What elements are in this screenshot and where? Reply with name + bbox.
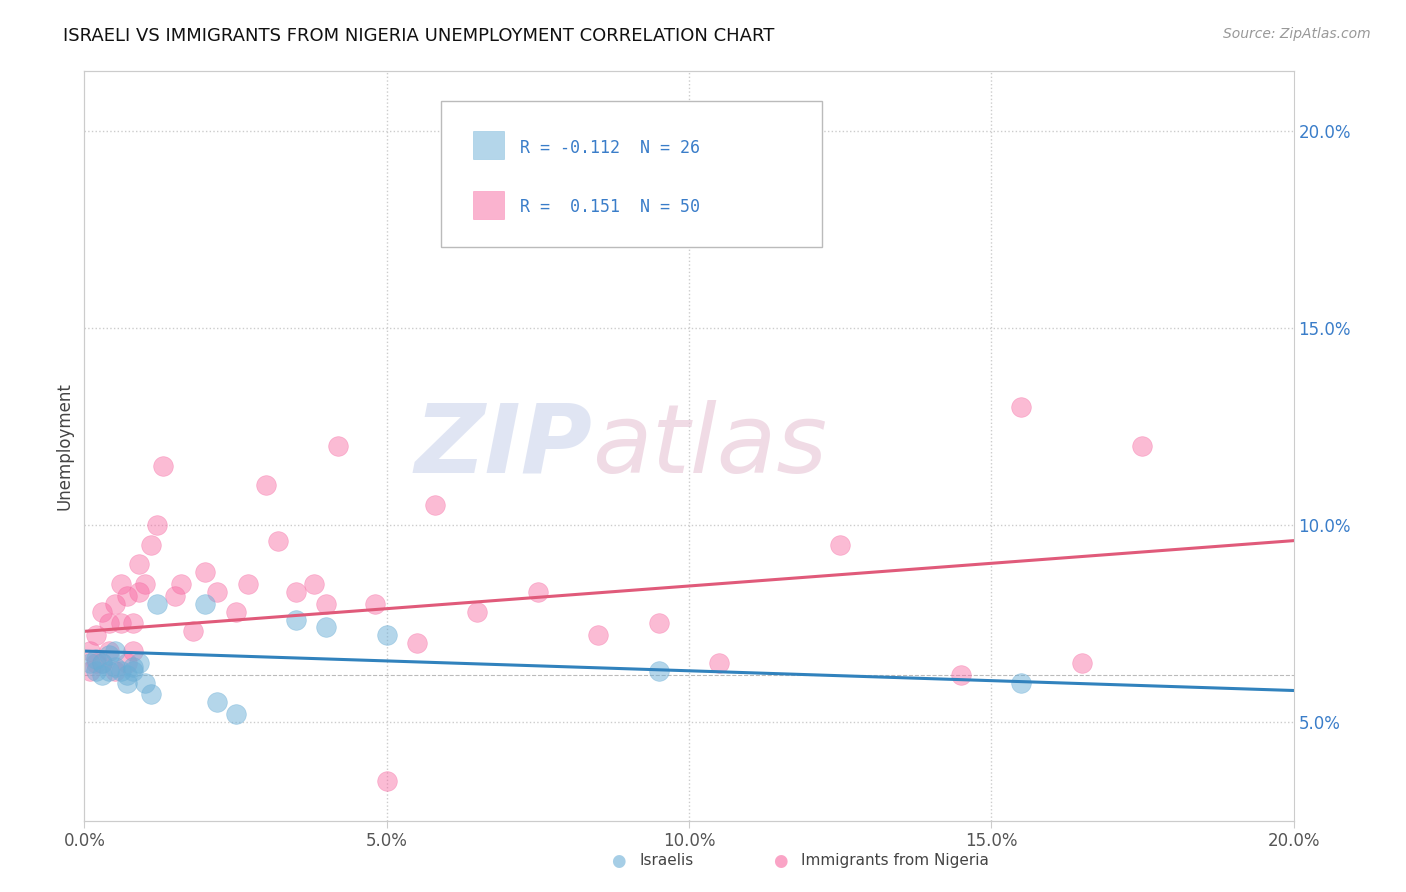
Point — [1011, 675, 1033, 690]
Text: Source: ZipAtlas.com: Source: ZipAtlas.com — [1223, 27, 1371, 41]
FancyBboxPatch shape — [472, 131, 503, 159]
Point — [86, 656, 108, 670]
Point — [225, 707, 247, 722]
Point — [104, 644, 127, 658]
Point — [152, 458, 174, 473]
Point — [79, 664, 101, 678]
Point — [165, 589, 187, 603]
Text: R =  0.151  N = 50: R = 0.151 N = 50 — [520, 198, 700, 216]
FancyBboxPatch shape — [441, 102, 823, 247]
Point — [267, 533, 290, 548]
Point — [315, 620, 337, 634]
Point — [315, 597, 337, 611]
Point — [91, 656, 114, 670]
Point — [588, 628, 610, 642]
Point — [285, 613, 308, 627]
Point — [406, 636, 429, 650]
Point — [115, 656, 138, 670]
Point — [104, 597, 127, 611]
Point — [121, 616, 143, 631]
Point — [91, 605, 114, 619]
Point — [115, 675, 138, 690]
Point — [194, 597, 217, 611]
Point — [139, 688, 162, 702]
Point — [375, 774, 398, 789]
Point — [86, 652, 108, 666]
Point — [91, 656, 114, 670]
Point — [170, 577, 193, 591]
Point — [496, 222, 519, 236]
Point — [134, 675, 156, 690]
Point — [121, 660, 143, 674]
Point — [709, 656, 731, 670]
Point — [97, 644, 120, 658]
Point — [302, 577, 325, 591]
Point — [950, 667, 973, 681]
Point — [328, 439, 350, 453]
Point — [225, 605, 247, 619]
Point — [79, 644, 101, 658]
Point — [527, 585, 550, 599]
Point — [236, 577, 259, 591]
Point — [97, 648, 120, 662]
Point — [1011, 400, 1033, 414]
Point — [1130, 439, 1153, 453]
Point — [254, 478, 277, 492]
Point — [134, 577, 156, 591]
Point — [146, 597, 169, 611]
Point — [97, 616, 120, 631]
Point — [128, 558, 150, 572]
Text: R = -0.112  N = 26: R = -0.112 N = 26 — [520, 139, 700, 157]
Point — [104, 664, 127, 678]
Point — [110, 664, 132, 678]
Point — [375, 628, 398, 642]
FancyBboxPatch shape — [472, 191, 503, 219]
Point — [121, 664, 143, 678]
Point — [110, 616, 132, 631]
Point — [97, 664, 120, 678]
Point — [128, 585, 150, 599]
Text: ZIP: ZIP — [415, 400, 592, 492]
Point — [285, 585, 308, 599]
Point — [139, 538, 162, 552]
Point — [79, 656, 101, 670]
Point — [115, 589, 138, 603]
Text: atlas: atlas — [592, 400, 827, 492]
Point — [110, 577, 132, 591]
Point — [128, 656, 150, 670]
Point — [467, 605, 489, 619]
Text: Immigrants from Nigeria: Immigrants from Nigeria — [801, 854, 990, 868]
Y-axis label: Unemployment: Unemployment — [55, 382, 73, 510]
Point — [648, 616, 671, 631]
Text: Israelis: Israelis — [640, 854, 695, 868]
Point — [91, 667, 114, 681]
Point — [121, 644, 143, 658]
Point — [363, 597, 385, 611]
Point — [86, 628, 108, 642]
Point — [207, 585, 229, 599]
Point — [146, 517, 169, 532]
Point — [104, 660, 127, 674]
Text: ●: ● — [773, 852, 787, 870]
Text: ●: ● — [612, 852, 626, 870]
Point — [423, 498, 446, 512]
Text: ISRAELI VS IMMIGRANTS FROM NIGERIA UNEMPLOYMENT CORRELATION CHART: ISRAELI VS IMMIGRANTS FROM NIGERIA UNEMP… — [63, 27, 775, 45]
Point — [1071, 656, 1094, 670]
Point — [181, 624, 204, 639]
Point — [207, 695, 229, 709]
Point — [115, 667, 138, 681]
Point — [194, 565, 217, 579]
Point — [648, 664, 671, 678]
Point — [830, 538, 852, 552]
Point — [86, 664, 108, 678]
